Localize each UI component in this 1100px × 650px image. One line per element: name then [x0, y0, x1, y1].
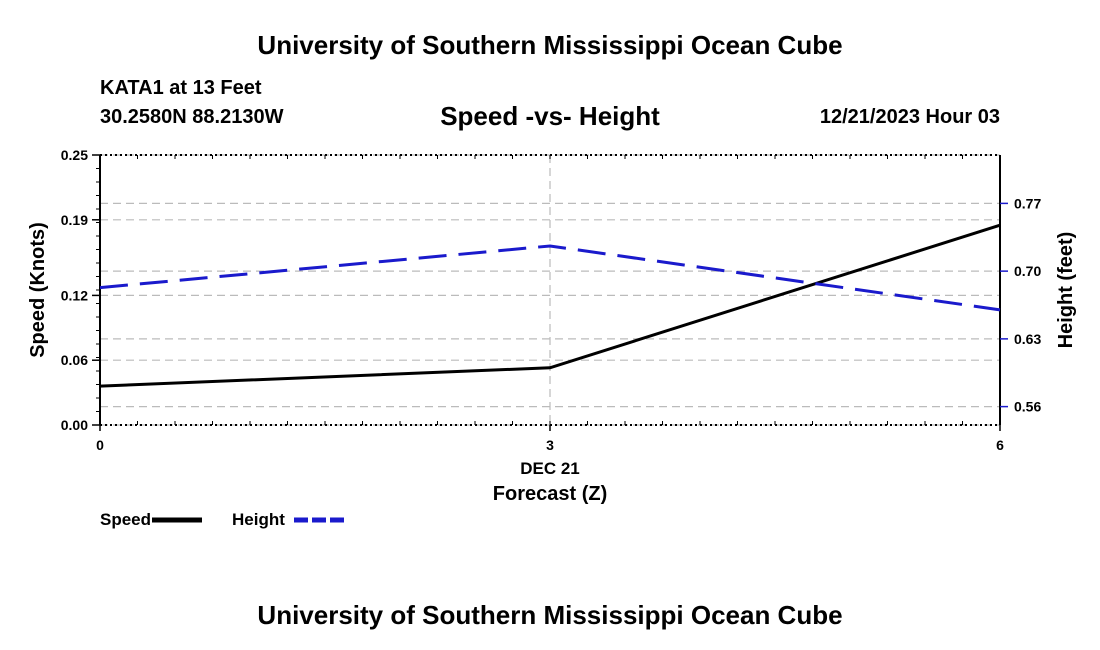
x-tick-label: 3 — [546, 437, 554, 453]
x-tick-label: 6 — [996, 437, 1004, 453]
left-tick-label: 0.12 — [61, 287, 88, 303]
right-axis-title: Height (feet) — [1055, 232, 1077, 349]
footer-title: University of Southern Mississippi Ocean… — [257, 600, 843, 630]
page-title: University of Southern Mississippi Ocean… — [257, 30, 843, 60]
chart-title: Speed -vs- Height — [440, 101, 660, 131]
right-tick-label: 0.77 — [1014, 195, 1041, 211]
legend-label-height: Height — [232, 510, 285, 529]
left-tick-label: 0.25 — [61, 147, 88, 163]
legend-label-speed: Speed — [100, 510, 151, 529]
x-date-label: DEC 21 — [520, 459, 580, 478]
x-axis-title: Forecast (Z) — [493, 483, 607, 505]
x-tick-label: 0 — [96, 437, 104, 453]
left-axis-title: Speed (Knots) — [27, 222, 49, 358]
coordinates-label: 30.2580N 88.2130W — [100, 106, 284, 128]
right-tick-label: 0.63 — [1014, 331, 1041, 347]
right-tick-label: 0.56 — [1014, 399, 1041, 415]
right-tick-label: 0.70 — [1014, 263, 1041, 279]
station-label: KATA1 at 13 Feet — [100, 77, 262, 99]
left-tick-label: 0.06 — [61, 352, 88, 368]
left-tick-label: 0.00 — [61, 417, 88, 433]
series-line-speed — [99, 223, 1001, 388]
series-line-height — [99, 244, 1001, 312]
datetime-label: 12/21/2023 Hour 03 — [819, 106, 1000, 128]
left-tick-label: 0.19 — [61, 212, 88, 228]
